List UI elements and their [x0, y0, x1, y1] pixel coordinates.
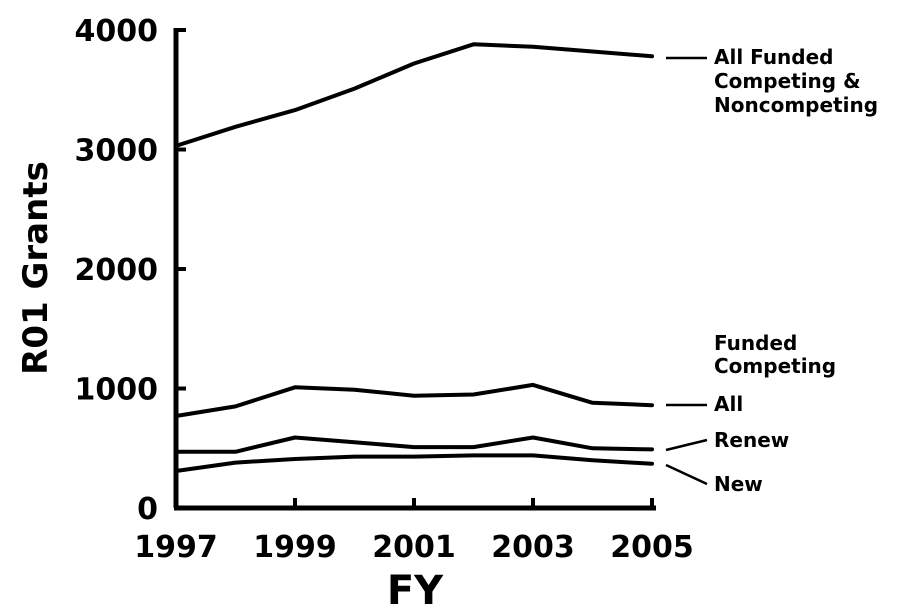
plot-lines [174, 42, 654, 473]
group-label-line: Funded [714, 331, 797, 355]
y-tick-label: 4000 [75, 14, 159, 49]
y-tick-label: 1000 [75, 373, 159, 408]
x-axis-title: FY [387, 568, 444, 610]
series-label-all-funded: Noncompeting [714, 93, 878, 117]
y-axis-title: R01 Grants [16, 161, 56, 375]
y-tick-label: 2000 [75, 253, 159, 288]
x-tick-label: 2003 [491, 530, 575, 565]
series-label-all-funded: Competing & [714, 69, 861, 93]
x-tick-label: 2001 [372, 530, 456, 565]
series-label-renew: Renew [714, 428, 789, 452]
series-label-new: New [714, 472, 763, 496]
series-line-all-funded [174, 42, 654, 148]
x-tick-label: 1997 [134, 530, 218, 565]
axes [173, 28, 656, 511]
y-tick-label: 3000 [75, 134, 159, 169]
series-line-renew [174, 435, 654, 454]
group-label-line: Competing [714, 354, 836, 378]
series-label-all-funded: All Funded [714, 45, 834, 69]
series-line-all-competing [174, 382, 654, 418]
series-label-all-competing: All [714, 392, 743, 416]
x-ticks: 1997 1999 2001 2003 2005 [134, 498, 694, 565]
leader-line-new [665, 463, 708, 486]
y-ticks: 0 1000 2000 3000 4000 [75, 14, 186, 527]
y-tick-label: 0 [137, 492, 158, 527]
series-line-new [174, 453, 654, 473]
leader-line-renew [665, 438, 708, 452]
x-tick-label: 2005 [610, 530, 694, 565]
x-tick-label: 1999 [253, 530, 337, 565]
